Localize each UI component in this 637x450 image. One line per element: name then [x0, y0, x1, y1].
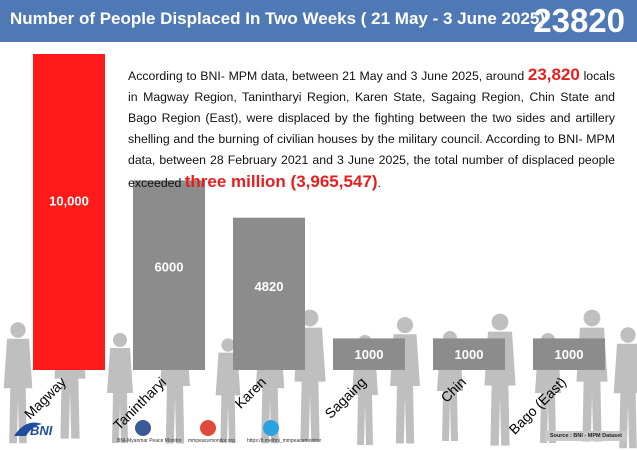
- bar-value-label: 4820: [255, 279, 284, 294]
- bar-value-label: 1000: [355, 347, 384, 362]
- description-part2: locals in Magway Region, Tanintharyi Reg…: [128, 69, 616, 190]
- silhouette-figure: [3, 322, 33, 444]
- bar-tanintharyi: [133, 180, 205, 370]
- description-part1: According to BNI- MPM data, between 21 M…: [128, 69, 528, 83]
- facebook-icon: [135, 420, 151, 436]
- silhouette-figure: [576, 309, 608, 442]
- highlight-three-million: three million (3,965,547): [184, 172, 378, 191]
- website-label: mmpeacemonitor.org: [188, 438, 235, 444]
- bar-sagaing: [333, 338, 405, 370]
- source-label: Source : BNI - MPM Dataset: [544, 431, 627, 441]
- bar-bago-east: [533, 338, 605, 370]
- silhouette-figure: [215, 338, 241, 443]
- silhouette-figure: [390, 316, 420, 444]
- description-text: According to BNI- MPM data, between 21 M…: [128, 64, 615, 194]
- highlight-total: 23,820: [527, 65, 580, 84]
- svg-text:BNI: BNI: [30, 423, 53, 438]
- web-icon: [200, 420, 216, 436]
- bar-chin: [433, 338, 505, 370]
- bars-group: [33, 54, 605, 370]
- description-part3: .: [377, 176, 381, 190]
- telegram-icon: [263, 420, 279, 436]
- silhouette-figure: [107, 333, 133, 443]
- telegram-label: https://t.me/bni_mmpeacemonitor: [247, 438, 322, 444]
- silhouette-figure: [613, 327, 637, 449]
- header-bar: Number of People Displaced In Two Weeks …: [0, 0, 637, 42]
- bar-value-label: 10,000: [49, 194, 89, 209]
- bar-value-label: 1000: [455, 347, 484, 362]
- bar-value-label: 1000: [555, 347, 584, 362]
- bar-karen: [233, 217, 305, 370]
- facebook-label: BNI-Myanmar Peace Monitor: [117, 438, 182, 444]
- bar-value-label: 6000: [155, 259, 184, 274]
- total-count: 23820: [533, 2, 625, 39]
- bar-magway: [33, 54, 105, 370]
- page-title: Number of People Displaced In Two Weeks …: [10, 9, 546, 28]
- bni-logo: BNI: [14, 422, 53, 438]
